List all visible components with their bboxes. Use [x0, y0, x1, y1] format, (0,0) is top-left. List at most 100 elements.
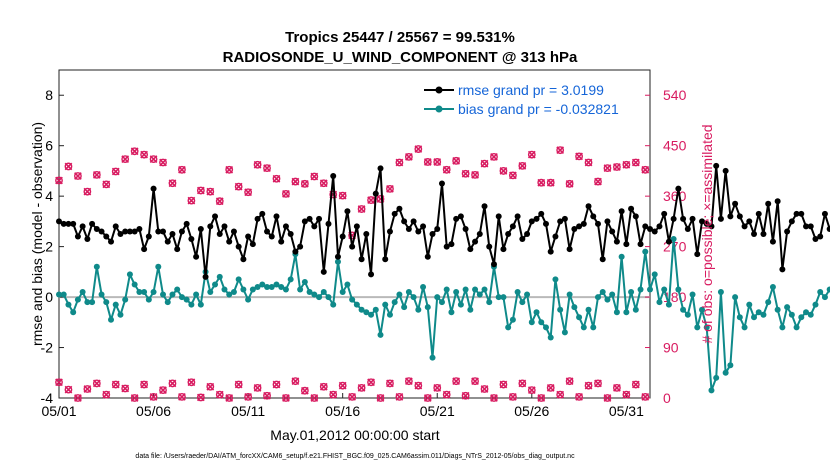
rmse-point: [249, 241, 256, 248]
obs-possible-marker: [74, 172, 82, 180]
obs-possible-marker: [102, 180, 111, 189]
obs-assimilated-marker: [111, 167, 120, 176]
rmse-point: [708, 223, 715, 230]
rmse-point: [481, 203, 488, 210]
bias-point: [746, 301, 753, 308]
obs-possible-marker: [215, 390, 224, 399]
x-tick-label: 05/06: [136, 403, 171, 419]
rmse-point: [382, 256, 389, 263]
obs-assimilated-marker: [263, 391, 271, 400]
bias-point: [382, 301, 389, 308]
rmse-point: [557, 218, 564, 225]
obs-possible-marker: [395, 158, 404, 167]
bias-point: [736, 314, 743, 321]
obs-possible-marker: [111, 380, 120, 389]
rmse-point: [358, 256, 365, 263]
rmse-point: [807, 223, 814, 230]
obs-assimilated-marker: [367, 196, 375, 204]
bias-point: [637, 286, 644, 293]
bias-point: [481, 286, 488, 293]
rmse-point: [670, 215, 677, 222]
obs-assimilated-marker: [140, 380, 148, 389]
rmse-point: [736, 213, 743, 220]
obs-assimilated-marker: [83, 187, 92, 196]
bias-point: [84, 299, 91, 306]
bias-point: [524, 291, 531, 298]
rmse-point: [84, 236, 91, 243]
rmse-point: [613, 238, 620, 245]
x-axis-label: May.01,2012 00:00:00 start: [270, 427, 440, 443]
y2-tick-label: 360: [663, 188, 687, 204]
bias-point: [443, 286, 450, 293]
obs-possible-marker: [244, 392, 253, 401]
obs-possible-marker: [196, 393, 205, 402]
obs-possible-marker: [641, 165, 650, 174]
rmse-point: [528, 218, 535, 225]
obs-possible-marker: [414, 145, 423, 153]
rmse-point: [623, 241, 630, 248]
rmse-point: [798, 210, 805, 217]
obs-assimilated-marker: [546, 178, 555, 187]
obs-assimilated-marker: [622, 160, 631, 169]
bias-point: [259, 281, 266, 288]
rmse-point: [372, 190, 379, 197]
obs-assimilated-marker: [329, 390, 338, 399]
obs-assimilated-marker: [433, 384, 442, 392]
bias-point: [826, 286, 830, 293]
obs-assimilated-marker: [244, 188, 252, 197]
rmse-point: [74, 233, 81, 240]
obs-assimilated-marker: [537, 394, 546, 402]
obs-assimilated-marker: [338, 191, 347, 200]
rmse-point: [344, 208, 351, 215]
obs-possible-marker: [140, 380, 149, 389]
rmse-point: [226, 238, 233, 245]
rmse-point: [169, 231, 176, 237]
obs-possible-marker: [187, 378, 196, 387]
obs-possible-marker: [423, 158, 432, 166]
obs-possible-marker: [348, 392, 357, 401]
rmse-point: [628, 205, 635, 212]
bias-point: [207, 289, 214, 296]
bias-point: [722, 369, 729, 376]
obs-assimilated-marker: [130, 394, 139, 402]
bias-point: [457, 301, 464, 308]
obs-assimilated-marker: [613, 384, 621, 392]
x-tick-label: 05/11: [231, 403, 265, 419]
obs-assimilated-marker: [423, 158, 432, 166]
bias-point: [803, 309, 810, 316]
bias-point: [571, 304, 578, 311]
rmse-point: [571, 225, 578, 232]
rmse-point: [325, 220, 332, 227]
rmse-point: [420, 223, 427, 230]
obs-assimilated-marker: [471, 170, 479, 179]
bias-point: [89, 299, 96, 306]
obs-possible-marker: [575, 392, 583, 401]
bias-point: [316, 294, 323, 301]
rmse-point: [784, 228, 791, 235]
rmse-point: [70, 220, 77, 227]
obs-assimilated-marker: [414, 381, 423, 390]
obs-possible-marker: [594, 177, 602, 186]
bias-point: [264, 283, 271, 290]
bias-point: [694, 324, 701, 331]
obs-possible-marker: [461, 169, 470, 178]
obs-assimilated-marker: [196, 393, 205, 402]
bias-point: [538, 319, 545, 326]
rmse-point: [287, 231, 294, 237]
obs-possible-marker: [244, 188, 253, 197]
obs-assimilated-marker: [83, 385, 92, 393]
bias-point: [212, 281, 219, 288]
bias-series: [56, 236, 830, 394]
obs-possible-marker: [121, 384, 130, 393]
obs-possible-marker: [594, 379, 602, 388]
obs-assimilated-marker: [594, 177, 602, 186]
bias-point: [273, 281, 280, 288]
obs-assimilated-marker: [490, 394, 498, 402]
obs-possible-marker: [527, 386, 536, 395]
obs-assimilated-marker: [187, 196, 196, 205]
x-tick-label: 05/01: [41, 403, 76, 419]
obs-possible-marker: [253, 160, 262, 169]
y-tick-label: 2: [45, 239, 53, 255]
y2-tick-label: 0: [663, 390, 671, 406]
y-axis-label: rmse and bias (model - observation): [29, 122, 45, 346]
